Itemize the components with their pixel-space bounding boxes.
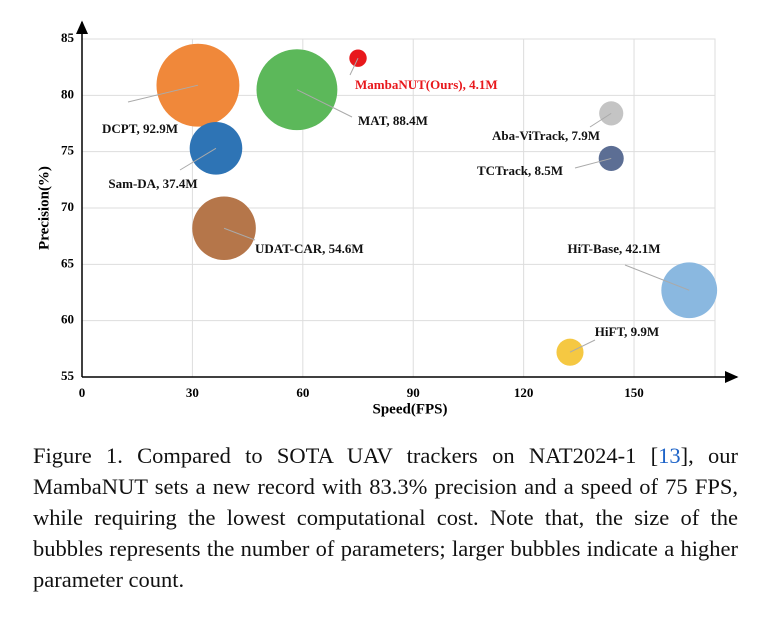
x-tick-label: 30 xyxy=(186,385,199,400)
y-tick-label: 80 xyxy=(61,86,74,101)
y-tick-label: 65 xyxy=(61,255,75,270)
y-tick-label: 70 xyxy=(61,199,74,214)
bubble-label: DCPT, 92.9M xyxy=(102,121,178,136)
y-axis-title: Precision(%) xyxy=(36,166,52,250)
bubble-label: Aba-ViTrack, 7.9M xyxy=(492,128,600,143)
leader-line xyxy=(569,339,596,353)
chart: Speed(FPS) Precision(%) 55 60 65 70 75 80 85 0 3… xyxy=(36,20,739,417)
caption-text: Figure 1. Compared to SOTA UAV trackers … xyxy=(33,443,659,468)
bubble-label: Sam-DA, 37.4M xyxy=(108,176,197,191)
bubble-label: MambaNUT(Ours), 4.1M xyxy=(355,77,498,92)
leader-line xyxy=(223,227,256,241)
leader-line xyxy=(296,89,353,118)
leader-line xyxy=(127,84,199,103)
x-tick-label: 60 xyxy=(296,385,309,400)
bubble-label: UDAT-CAR, 54.6M xyxy=(255,241,364,256)
bubble xyxy=(556,338,584,366)
y-tick-label: 60 xyxy=(61,312,74,327)
leader-line xyxy=(589,112,612,128)
leader-line xyxy=(624,264,690,291)
x-tick-label: 120 xyxy=(514,385,534,400)
y-tick-label: 55 xyxy=(61,368,75,383)
bubble-label: HiFT, 9.9M xyxy=(595,324,659,339)
bubble xyxy=(661,262,718,319)
bubble-label: MAT, 88.4M xyxy=(358,113,428,128)
leader-line xyxy=(349,57,359,76)
y-tick-label: 85 xyxy=(61,30,75,45)
bubble-label: TCTrack, 8.5M xyxy=(477,163,563,178)
x-tick-label: 0 xyxy=(79,385,86,400)
caption-text: ], our MambaNUT sets a new record with 8… xyxy=(33,443,738,592)
leader-line xyxy=(574,157,612,169)
citation[interactable]: 13 xyxy=(658,443,681,468)
bubble xyxy=(156,43,240,127)
leader-line xyxy=(179,147,217,171)
y-tick-label: 75 xyxy=(61,143,75,158)
x-tick-label: 150 xyxy=(624,385,644,400)
caption: Figure 1. Compared to SOTA UAV trackers … xyxy=(33,440,738,595)
bubble-label: HiT-Base, 42.1M xyxy=(567,241,660,256)
x-axis-title: Speed(FPS) xyxy=(373,401,448,417)
x-tick-label: 90 xyxy=(407,385,420,400)
